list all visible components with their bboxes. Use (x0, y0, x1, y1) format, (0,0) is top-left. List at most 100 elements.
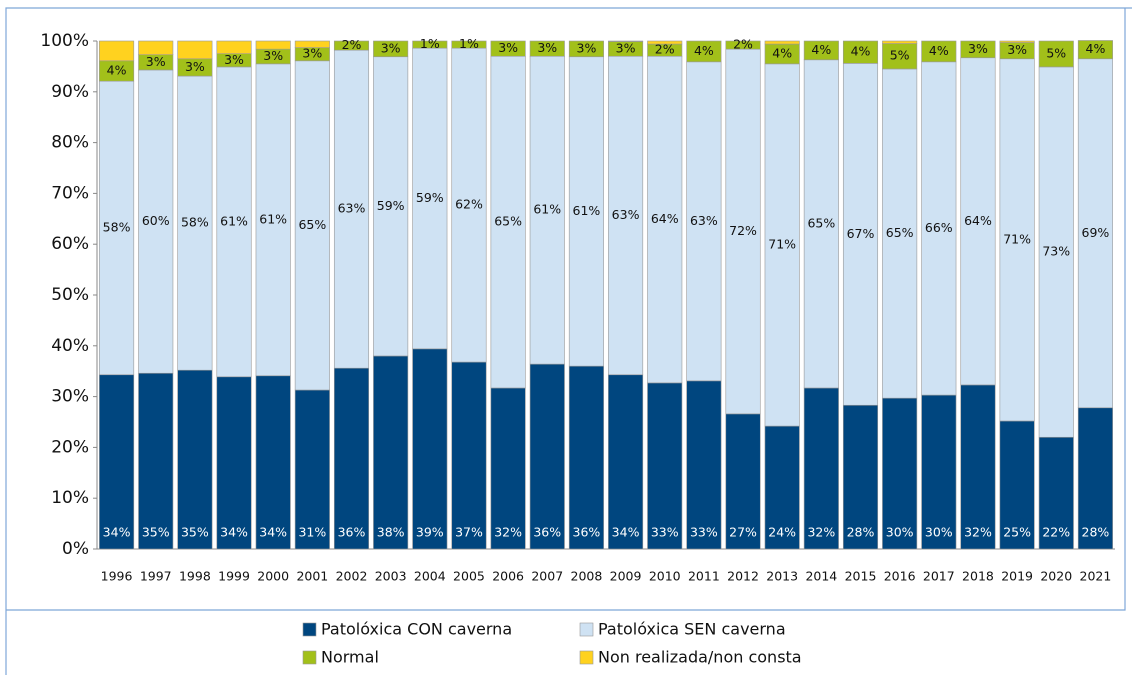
x-tick-label: 2020 (1040, 569, 1072, 584)
data-label: 28% (847, 525, 875, 540)
data-label: 30% (886, 525, 914, 540)
data-label: 2% (733, 37, 753, 52)
bar-segment (177, 75, 213, 371)
data-label: 60% (142, 213, 170, 228)
y-tick-label: 0% (62, 539, 89, 559)
data-label: 22% (1042, 525, 1070, 540)
bar-segment (1038, 66, 1074, 438)
y-tick-label: 10% (51, 488, 89, 508)
data-label: 61% (259, 211, 287, 226)
bar-segment (294, 389, 330, 550)
data-label: 33% (690, 525, 718, 540)
x-tick-label: 2008 (571, 569, 603, 584)
x-tick-label: 2015 (845, 569, 877, 584)
legend-swatch (579, 622, 594, 637)
data-label: 5% (890, 48, 910, 63)
data-label: 61% (533, 202, 561, 217)
legend-swatch (302, 622, 317, 637)
bar-segment (882, 68, 918, 399)
x-tick-label: 2012 (727, 569, 759, 584)
data-label: 4% (1086, 41, 1106, 56)
data-label: 33% (651, 525, 679, 540)
data-label: 63% (612, 207, 640, 222)
y-tick-label: 100% (40, 31, 89, 51)
data-label: 61% (573, 203, 601, 218)
x-tick-label: 2021 (1080, 569, 1112, 584)
legend-label: Normal (321, 648, 379, 667)
bar-segment (842, 63, 879, 406)
bar-segment (333, 367, 370, 550)
bar-segment (529, 40, 565, 57)
data-label: 2% (655, 42, 675, 57)
bar-segment (999, 58, 1035, 422)
bar-segment (842, 40, 879, 64)
bar-segment (568, 56, 604, 367)
bar-segment (647, 40, 683, 45)
data-label: 3% (263, 48, 283, 63)
data-label: 72% (729, 223, 757, 238)
bar-segment (803, 40, 839, 61)
y-tick-label: 20% (51, 437, 89, 457)
data-label: 3% (968, 41, 988, 56)
x-tick-label: 1998 (179, 569, 211, 584)
bar-segment (921, 61, 957, 396)
data-label: 63% (690, 213, 718, 228)
bar-segment (99, 40, 135, 62)
legend-swatch (302, 650, 317, 665)
data-label: 27% (729, 525, 757, 540)
bar-segment (608, 374, 644, 550)
bar-segment (921, 40, 957, 63)
data-label: 37% (455, 525, 483, 540)
data-label: 62% (455, 197, 483, 212)
bar-segment (529, 363, 565, 550)
data-label: 4% (694, 43, 714, 58)
bar-segment (490, 387, 526, 550)
data-label: 36% (533, 525, 561, 540)
bar-segment (138, 40, 174, 56)
legend-label: Non realizada/non consta (598, 648, 802, 667)
x-tick-label: 2003 (375, 569, 407, 584)
bar-segment (412, 348, 448, 550)
bar-segment (960, 57, 996, 386)
x-tick-label: 2004 (414, 569, 446, 584)
data-label: 3% (381, 40, 401, 55)
legend-swatch (579, 650, 594, 665)
x-tick-label: 2002 (336, 569, 368, 584)
data-label: 67% (847, 226, 875, 241)
bar-segment (960, 40, 996, 59)
x-tick-label: 2000 (257, 569, 289, 584)
bar-segment (99, 80, 135, 376)
bar-segment (294, 40, 330, 48)
bar-segment (294, 60, 330, 391)
y-tick-label: 40% (51, 336, 89, 356)
data-label: 69% (1082, 225, 1110, 240)
bar-segment (608, 40, 644, 42)
data-label: 59% (377, 198, 405, 213)
data-label: 65% (298, 217, 326, 232)
bar-segment (255, 40, 291, 50)
x-tick-label: 2009 (610, 569, 642, 584)
bar-segment (373, 40, 409, 58)
data-label: 65% (886, 225, 914, 240)
data-label: 3% (146, 54, 166, 69)
data-label: 1% (420, 36, 440, 51)
bar-segment (255, 63, 291, 377)
data-label: 4% (107, 62, 127, 77)
bar-segment (882, 397, 918, 550)
data-label: 4% (811, 42, 831, 57)
bar-segment (1038, 40, 1074, 68)
x-tick-label: 2019 (1001, 569, 1033, 584)
data-label: 3% (498, 40, 518, 55)
y-tick-label: 80% (51, 133, 89, 153)
bar-segment (1077, 407, 1113, 550)
bar-segment (882, 40, 918, 44)
data-label: 25% (1003, 525, 1031, 540)
y-tick-label: 60% (51, 234, 89, 254)
data-label: 71% (1003, 231, 1031, 246)
data-label: 31% (298, 525, 326, 540)
bar-segment (686, 40, 722, 63)
bar-segment (333, 49, 370, 369)
x-tick-label: 2016 (884, 569, 916, 584)
data-label: 65% (494, 214, 522, 229)
bar-segment (412, 40, 448, 49)
